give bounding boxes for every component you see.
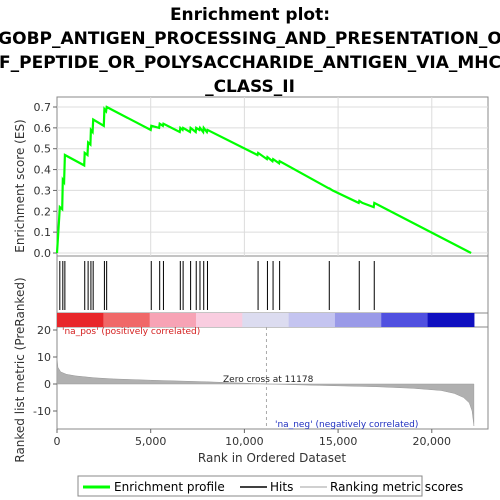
- colorbar-segment: [57, 313, 104, 327]
- title-line-1: Enrichment plot:: [170, 5, 330, 25]
- x-tick-label: 0: [54, 435, 61, 448]
- es-y-tick-label: 0.7: [34, 101, 52, 114]
- x-ticks: 0 5,000 10,000 15,000 20,000: [54, 429, 452, 448]
- metric-y-tick-label: 20: [37, 324, 51, 337]
- x-tick-label: 5,000: [135, 435, 167, 448]
- neg-label: 'na_neg' (negatively correlated): [275, 420, 418, 430]
- es-panel: [56, 96, 489, 257]
- x-tick-label: 20,000: [413, 435, 452, 448]
- legend-label-metric: Ranking metric scores: [330, 480, 463, 494]
- legend-label-hits: Hits: [270, 480, 293, 494]
- legend-label-enrichment: Enrichment profile: [114, 480, 225, 494]
- es-y-axis-label: Enrichment score (ES): [13, 119, 27, 252]
- es-y-tick-label: 0.5: [34, 143, 52, 156]
- legend: Enrichment profile Hits Ranking metric s…: [77, 475, 463, 497]
- metric-y-ticks: -10 0 10 20: [33, 324, 57, 418]
- title-line-3: F_PEPTIDE_OR_POLYSACCHARIDE_ANTIGEN_VIA_…: [0, 53, 500, 73]
- legend-box: [77, 475, 423, 497]
- metric-y-tick-label: -10: [33, 405, 51, 418]
- es-gridlines: [57, 97, 488, 256]
- es-y-tick-label: 0.6: [34, 122, 52, 135]
- enrichment-profile-series: [55, 105, 472, 254]
- es-y-tick-label: 0.2: [34, 205, 52, 218]
- metric-y-axis-label: Ranked list metric (PreRanked): [13, 277, 27, 462]
- enrichment-profile-line: [55, 105, 472, 254]
- pos-label: 'na_pos' (positively correlated): [62, 327, 200, 337]
- colorbar-segment: [381, 313, 429, 327]
- es-y-tick-label: 0.3: [34, 184, 52, 197]
- title-line-2: GOBP_ANTIGEN_PROCESSING_AND_PRESENTATION…: [0, 29, 500, 49]
- metric-area-series: [56, 356, 475, 426]
- es-y-tick-label: 0.4: [34, 164, 52, 177]
- title-line-4: _CLASS_II: [205, 77, 295, 97]
- colorbar: [57, 313, 475, 327]
- colorbar-segment: [288, 313, 336, 327]
- colorbar-segment: [103, 313, 151, 327]
- es-y-tick-label: 0.0: [34, 247, 52, 260]
- es-y-ticks: 0.0 0.1 0.2 0.3 0.4 0.5 0.6 0.7: [34, 101, 57, 260]
- metric-y-tick-label: 0: [44, 378, 51, 391]
- hits-panel: [56, 255, 489, 314]
- colorbar-segment: [195, 313, 243, 327]
- zero-cross-label: Zero cross at 11178: [223, 375, 314, 385]
- title: Enrichment plot: GOBP_ANTIGEN_PROCESSING…: [0, 5, 500, 97]
- x-axis-label: Rank in Ordered Dataset: [198, 451, 346, 465]
- metric-area: [56, 327, 475, 429]
- es-y-tick-label: 0.1: [34, 226, 52, 239]
- hit-marks: [59, 261, 375, 310]
- x-tick-label: 10,000: [225, 435, 264, 448]
- colorbar-segment: [334, 313, 382, 327]
- colorbar-segment: [427, 313, 475, 327]
- colorbar-segment: [242, 313, 290, 327]
- colorbar-segment: [149, 313, 197, 327]
- x-tick-label: 15,000: [319, 435, 358, 448]
- metric-y-tick-label: 10: [37, 351, 51, 364]
